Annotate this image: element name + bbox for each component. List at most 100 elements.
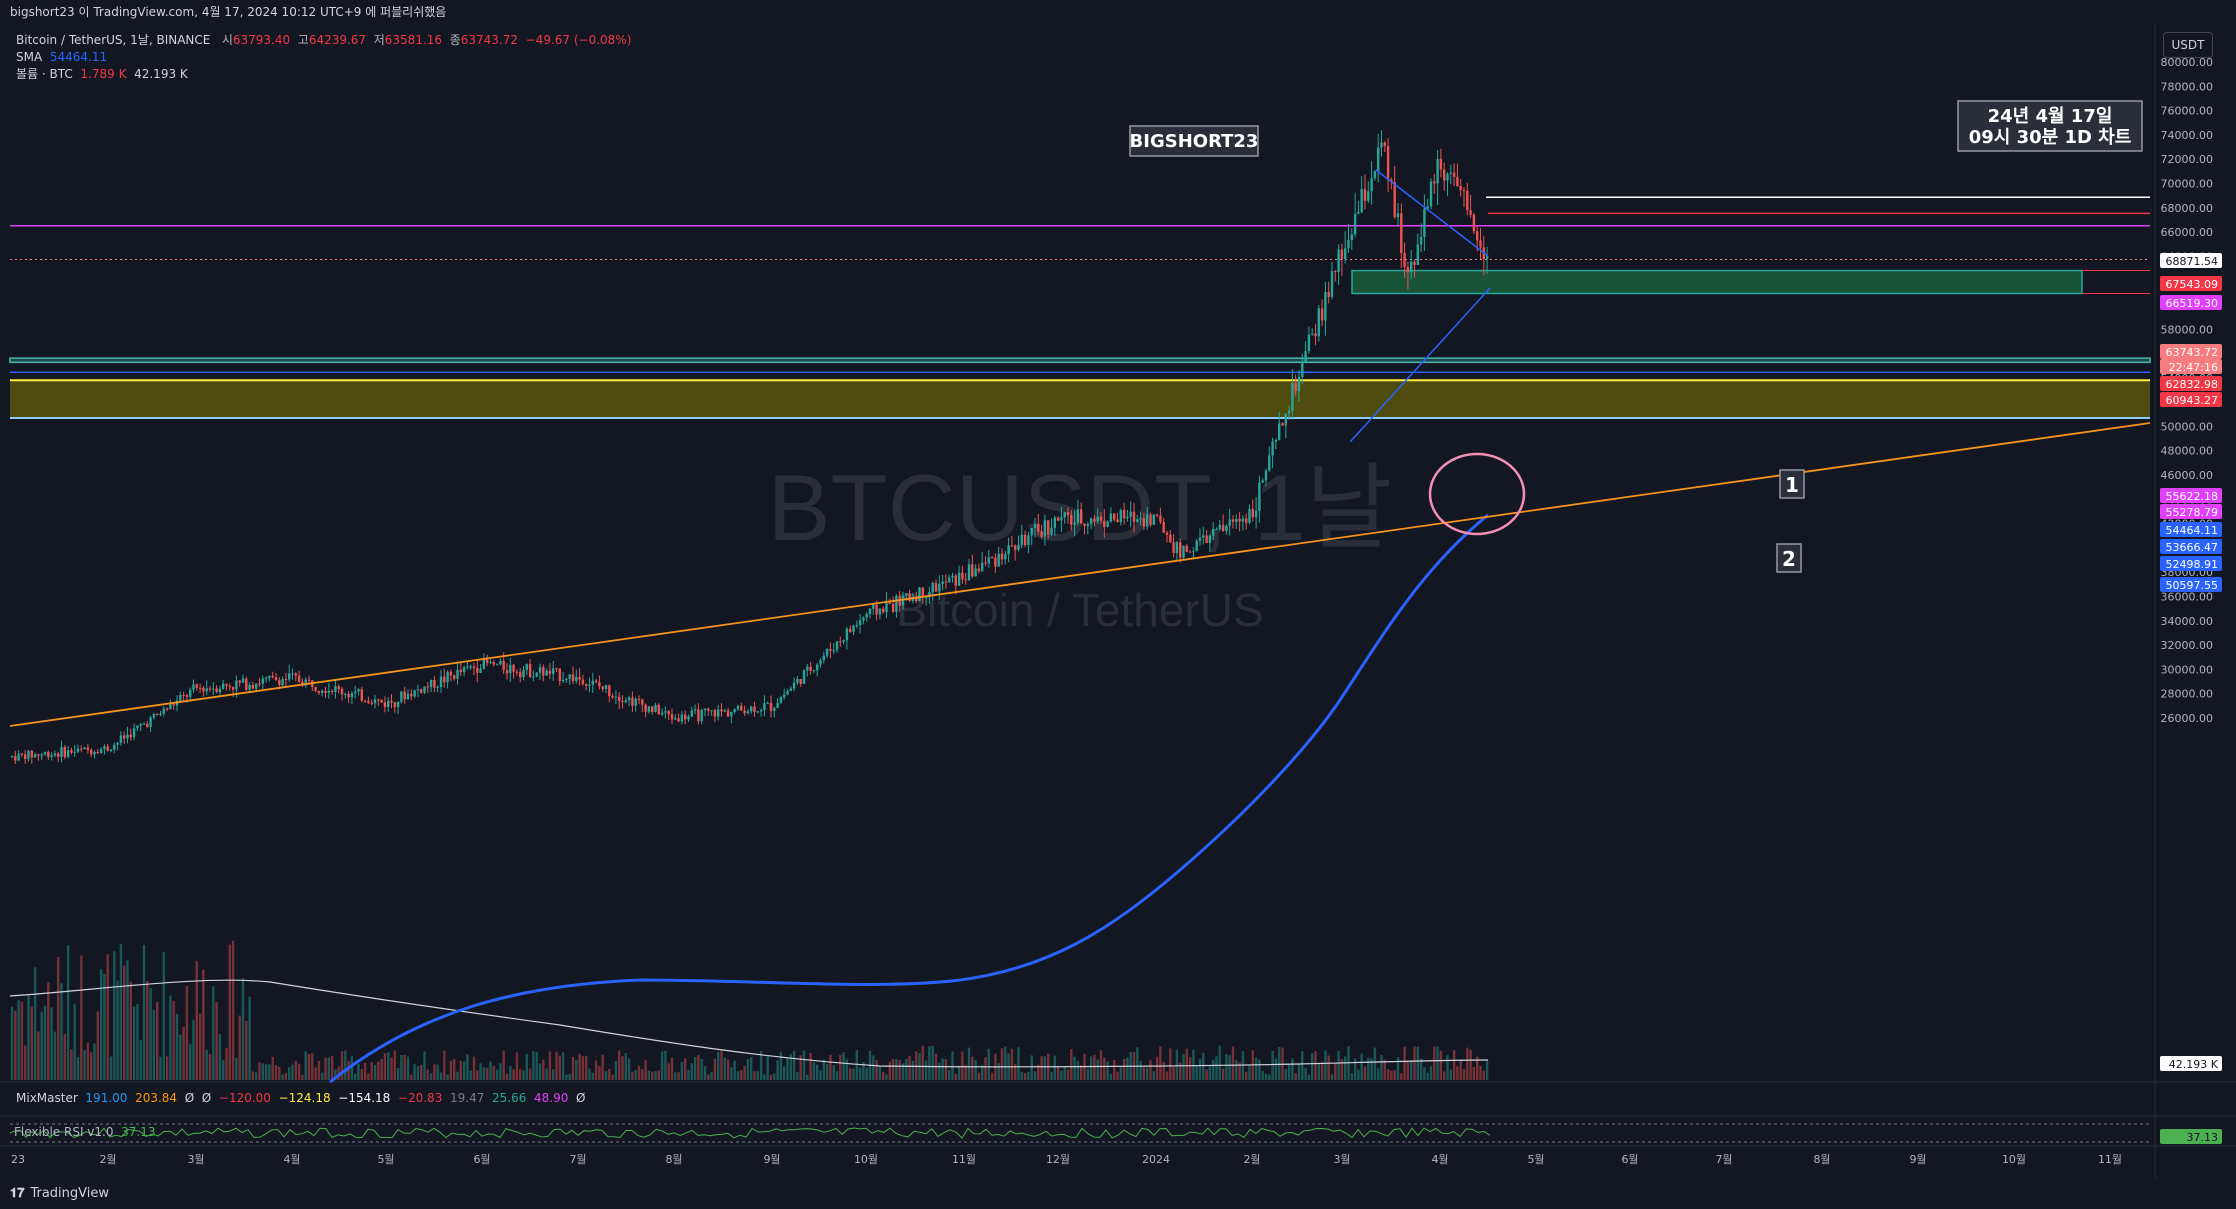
candle-body — [525, 664, 528, 670]
volume-bar — [113, 951, 116, 1080]
candle-body — [990, 557, 994, 559]
candle-body — [1363, 189, 1367, 201]
volume-label[interactable]: 볼륨 · BTC — [16, 67, 73, 81]
candle-body — [33, 754, 37, 758]
volume-bar — [479, 1063, 482, 1080]
volume-bar — [1410, 1060, 1413, 1080]
price-tick-label: 32000.00 — [2161, 639, 2214, 652]
candle-body — [1353, 213, 1357, 235]
volume-bar — [334, 1069, 337, 1080]
rsi-name[interactable]: Flexible RSI v1.0 — [14, 1125, 114, 1139]
candle-body — [10, 756, 14, 758]
volume-bar — [637, 1065, 641, 1080]
candle-body — [852, 625, 855, 632]
candle-body — [528, 664, 532, 677]
zone-1-label[interactable]: 1 — [1779, 469, 1805, 499]
candle-body — [924, 597, 928, 599]
candle-body — [865, 614, 868, 618]
volume-bar — [1218, 1045, 1221, 1080]
volume-bar — [466, 1054, 469, 1080]
volume-bar — [159, 1056, 162, 1080]
volume-bar — [149, 988, 152, 1080]
candle-body — [561, 679, 565, 681]
candle-body — [222, 683, 225, 689]
volume-bar — [373, 1064, 377, 1080]
price-tick-label: 78000.00 — [2161, 80, 2214, 93]
volume-bar — [753, 1071, 756, 1080]
volume-bar — [631, 1071, 634, 1080]
volume-bar — [1337, 1050, 1340, 1080]
mixmaster-name[interactable]: MixMaster — [16, 1091, 78, 1105]
time-tick-label: 11월 — [2098, 1153, 2122, 1166]
candle-body — [334, 686, 337, 693]
volume-bar — [413, 1064, 416, 1080]
candle-body — [829, 648, 832, 651]
volume-bar — [86, 1042, 90, 1080]
volume-bar — [611, 1074, 614, 1080]
volume-bar — [301, 1074, 304, 1080]
candle-body — [1175, 542, 1179, 553]
candle-body — [492, 662, 495, 665]
candle-body — [1459, 186, 1462, 191]
price-tick-label: 28000.00 — [2161, 688, 2214, 701]
candle-body — [934, 583, 938, 592]
volume-bar — [208, 1053, 212, 1080]
zone-2-label[interactable]: 2 — [1776, 543, 1802, 573]
footer-brand[interactable]: TradingView — [30, 1186, 110, 1201]
symbol-name[interactable]: Bitcoin / TetherUS, 1날, BINANCE — [16, 33, 211, 47]
currency-button[interactable]: USDT — [2163, 32, 2213, 58]
volume-bar — [245, 1020, 248, 1080]
sma-label[interactable]: SMA — [16, 50, 43, 64]
volume-bar — [783, 1066, 786, 1080]
volume-bar — [17, 1000, 20, 1080]
volume-bar — [660, 1051, 664, 1080]
candle-body — [205, 688, 208, 692]
candle-body — [849, 628, 852, 632]
candle-body — [1010, 545, 1014, 547]
candle-body — [340, 688, 344, 695]
candle-body — [948, 577, 951, 583]
candle-body — [1182, 545, 1185, 558]
volume-bar — [591, 1072, 594, 1080]
volume-bar — [1050, 1072, 1053, 1080]
volume-bar — [941, 1058, 944, 1080]
date-box[interactable]: 24년 4월 17일 09시 30분 1D 차트 — [1957, 100, 2143, 152]
footer: 𝟏𝟕 TradingView — [0, 1178, 2236, 1209]
volume-bar — [10, 1006, 14, 1080]
candle-body — [994, 557, 997, 567]
candle-body — [1195, 540, 1198, 552]
green-demand-zone — [1351, 269, 2083, 295]
volume-bar — [1373, 1047, 1377, 1080]
volume-bar — [594, 1060, 598, 1080]
volume-bar — [453, 1058, 456, 1080]
candle-body — [783, 694, 786, 698]
volume-bar — [1017, 1047, 1020, 1080]
candle-body — [420, 689, 423, 693]
candle-body — [231, 686, 235, 690]
candle-body — [274, 677, 278, 681]
time-tick-label: 10월 — [2002, 1153, 2026, 1166]
time-axis[interactable]: 23 2월 3월 4월 5월 6월 7월 8월 9월 10월 11월 12월 2024 2월 3월 4월 5월 6… — [11, 1153, 2122, 1166]
volume-bar — [674, 1072, 677, 1080]
volume-bar — [1446, 1055, 1449, 1080]
candle-body — [264, 677, 268, 679]
candle-body — [413, 690, 416, 697]
candle-body — [1324, 292, 1327, 321]
candle-body — [885, 602, 888, 613]
candle-body — [759, 710, 763, 712]
candle-body — [472, 666, 476, 668]
price-label-box — [2160, 522, 2222, 537]
volume-bar — [1264, 1073, 1268, 1080]
volume-bar — [1202, 1052, 1205, 1080]
volume-bar — [816, 1064, 819, 1080]
time-tick-label: 8월 — [1813, 1153, 1830, 1166]
candle-body — [1205, 535, 1208, 543]
volume-bar — [1096, 1059, 1099, 1080]
candle-body — [1479, 240, 1482, 248]
candle-body — [218, 688, 222, 693]
candle-body — [1241, 518, 1245, 522]
candle-body — [1311, 333, 1314, 335]
rsi-line — [9, 1127, 1491, 1139]
brand-box[interactable]: BIGSHORT23 — [1129, 125, 1259, 157]
